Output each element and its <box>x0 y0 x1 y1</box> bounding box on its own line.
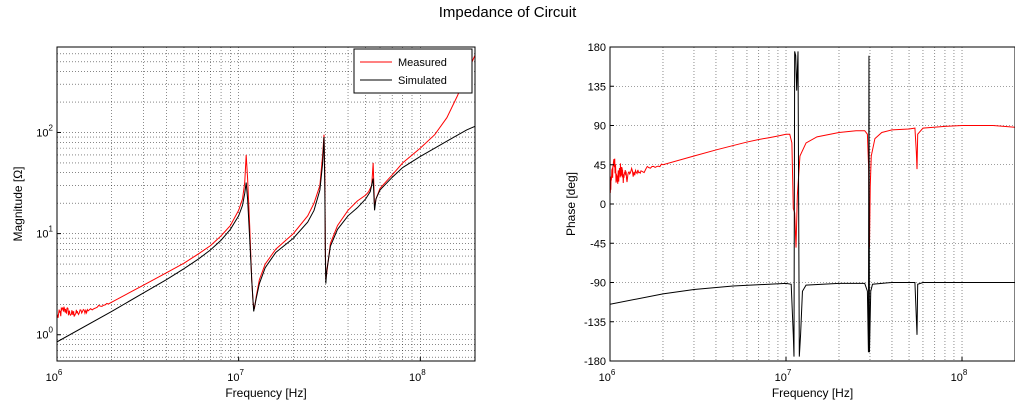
phase-y-tick-label: -180 <box>584 356 606 368</box>
legend-label-measured: Measured <box>398 57 447 69</box>
phase-series-simulated <box>610 51 1015 357</box>
phase-x-tick-label: 106 <box>599 368 616 384</box>
phase-grid <box>610 47 1015 361</box>
phase-y-tick-label: 45 <box>594 160 606 172</box>
magnitude-legend: Measured Simulated <box>353 48 473 94</box>
phase-x-tick-label: 107 <box>775 368 792 384</box>
phase-y-tick-label: -90 <box>590 278 606 290</box>
magnitude-y-tick-label: 100 <box>36 326 53 342</box>
phase-y-tick-label: -45 <box>590 238 606 250</box>
magnitude-grid <box>57 47 475 361</box>
magnitude-chart: 106 107 108 100 101 102 Frequency [Hz] Magnitud… <box>11 46 476 400</box>
magnitude-x-tick-label: 106 <box>46 368 63 384</box>
phase-y-tick-label: -135 <box>584 317 606 329</box>
legend-label-simulated: Simulated <box>398 75 447 87</box>
phase-x-axis-label: Frequency [Hz] <box>772 386 853 400</box>
magnitude-axes-frame <box>56 46 476 362</box>
phase-y-tick-label: 0 <box>600 199 606 211</box>
phase-y-tick-label: 180 <box>588 42 606 54</box>
magnitude-x-tick-label: 107 <box>227 368 244 384</box>
magnitude-x-axis-label: Frequency [Hz] <box>225 386 306 400</box>
magnitude-series-simulated <box>57 125 475 343</box>
phase-chart: 106 107 108 180 135 90 45 0 -45 -90 -135 -180 Freque… <box>564 42 1015 400</box>
phase-y-axis-label: Phase [deg] <box>564 172 578 236</box>
magnitude-y-tick-label: 101 <box>36 225 53 241</box>
magnitude-y-tick-label: 102 <box>36 123 53 139</box>
phase-y-tick-label: 90 <box>594 121 606 133</box>
magnitude-x-tick-label: 108 <box>409 368 426 384</box>
phase-series-measured <box>610 125 1015 248</box>
figure-title: Impedance of Circuit <box>439 4 577 21</box>
magnitude-y-axis-label: Magnitude [Ω] <box>11 166 25 241</box>
phase-x-tick-label: 108 <box>951 368 968 384</box>
phase-y-tick-label: 135 <box>588 81 606 93</box>
